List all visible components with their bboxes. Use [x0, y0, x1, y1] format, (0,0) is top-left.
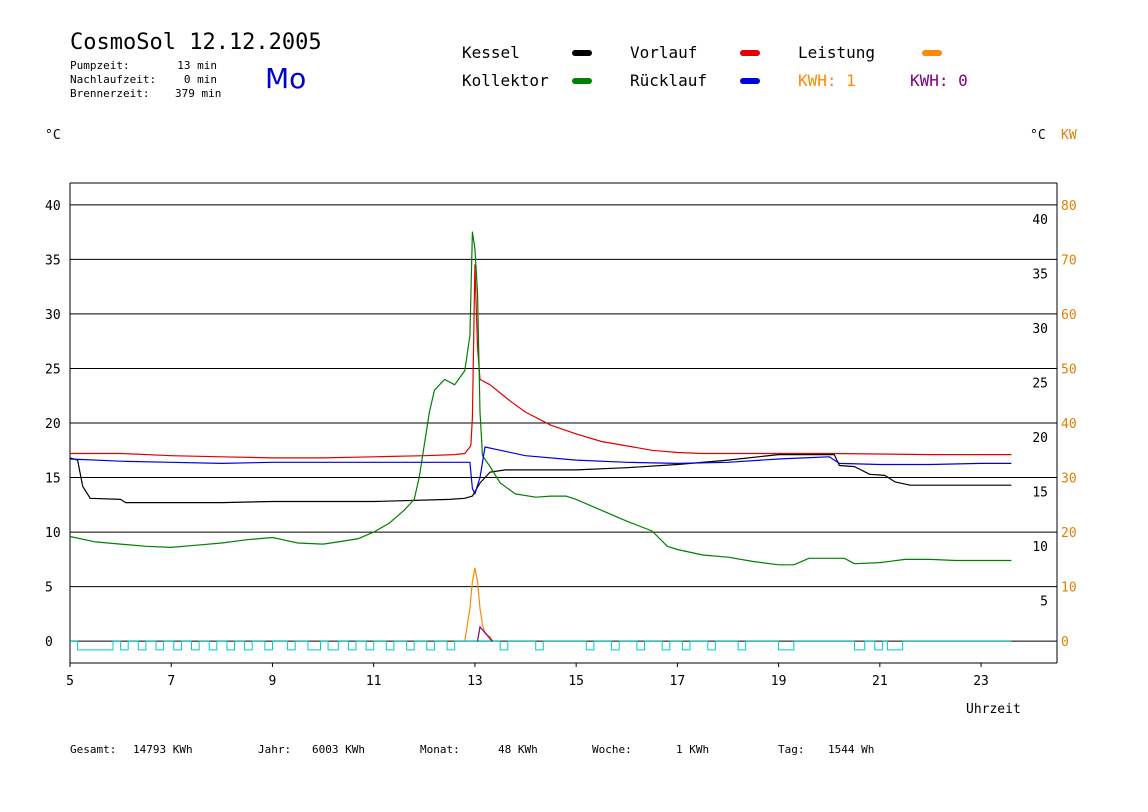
x-tick-label: 21 — [872, 674, 888, 689]
footer-gesamt: Gesamt: 14793 KWh — [70, 743, 193, 756]
series-line-leistung — [464, 567, 494, 642]
y-tick-label-left: 35 — [45, 253, 61, 268]
y-tick-label-right-kw: 20 — [1061, 526, 1077, 541]
legend-label-leistung: Leistung — [798, 43, 876, 62]
y-tick-label-right-kw: 70 — [1061, 253, 1077, 268]
y-tick-label-left: 0 — [45, 635, 53, 650]
x-tick-label: 19 — [771, 674, 787, 689]
footer-tag: Tag: 1544 Wh — [778, 743, 875, 756]
legend-kwh-leistung: KWH: 1 — [798, 71, 856, 90]
legend-label-kessel: Kessel — [462, 43, 520, 62]
info-nachlaufzeit: Nachlaufzeit: 0 min — [70, 73, 217, 86]
y-tick-label-right-c: 25 — [1032, 376, 1048, 391]
y-tick-label-right-c: 10 — [1032, 540, 1048, 555]
x-tick-label: 9 — [269, 674, 277, 689]
footer-woche: Woche: 1 KWh — [592, 743, 710, 756]
legend-label-ruecklauf: Rücklauf — [630, 71, 708, 90]
y-tick-label-right-c: 15 — [1032, 486, 1048, 501]
x-axis-label: Uhrzeit — [966, 702, 1021, 717]
series-line-kessel — [69, 454, 1012, 504]
info-pumpzeit: Pumpzeit: 13 min — [70, 59, 217, 72]
weekday-label: Mo — [265, 62, 307, 95]
y-tick-label-right-kw: 40 — [1061, 417, 1077, 432]
y-tick-label-right-kw: 0 — [1061, 635, 1069, 650]
y-tick-label-right-c: 40 — [1032, 213, 1048, 228]
x-tick-label: 5 — [66, 674, 74, 689]
y-tick-label-right-kw: 80 — [1061, 199, 1077, 214]
x-tick-label: 23 — [973, 674, 989, 689]
x-tick-label: 17 — [670, 674, 686, 689]
right-axis-unit-c: °C — [1030, 128, 1046, 143]
y-tick-label-right-kw: 60 — [1061, 308, 1077, 323]
legend-swatch-leistung — [922, 50, 942, 56]
series-line-vorlauf — [70, 264, 1012, 459]
y-tick-label-right-c: 20 — [1032, 431, 1048, 446]
left-axis-unit: °C — [45, 128, 61, 143]
legend-label-vorlauf: Vorlauf — [630, 43, 698, 62]
y-tick-label-right-kw: 50 — [1061, 362, 1077, 377]
x-tick-label: 7 — [167, 674, 175, 689]
legend-swatch-vorlauf — [740, 50, 760, 56]
y-tick-label-left: 30 — [45, 308, 61, 323]
series-line-rcklauf — [69, 446, 1012, 495]
y-tick-label-right-c: 30 — [1032, 322, 1048, 337]
legend-swatch-ruecklauf — [740, 78, 760, 84]
y-tick-label-left: 5 — [45, 581, 53, 596]
y-tick-label-right-c: 35 — [1032, 267, 1048, 282]
y-tick-label-right-kw: 10 — [1061, 581, 1077, 596]
right-axis-unit-kw: KW — [1061, 128, 1077, 143]
y-tick-label-left: 10 — [45, 526, 61, 541]
pump-state-trace — [70, 640, 1012, 651]
legend-swatch-kollektor — [572, 78, 592, 84]
y-tick-label-right-c: 5 — [1040, 595, 1048, 610]
footer-jahr: Jahr: 6003 KWh — [258, 743, 365, 756]
footer-monat: Monat: 48 KWh — [420, 743, 538, 756]
y-tick-label-left: 15 — [45, 472, 61, 487]
info-brennerzeit: Brennerzeit: 379 min — [70, 87, 222, 100]
legend-kwh-second: KWH: 0 — [910, 71, 968, 90]
chart-title: CosmoSol 12.12.2005 — [70, 30, 322, 55]
y-tick-label-left: 20 — [45, 417, 61, 432]
legend-label-kollektor: Kollektor — [462, 71, 549, 90]
purple-trace — [476, 625, 493, 642]
y-tick-label-left: 40 — [45, 199, 61, 214]
y-tick-label-left: 25 — [45, 362, 61, 377]
x-tick-label: 11 — [366, 674, 382, 689]
x-tick-label: 13 — [467, 674, 483, 689]
series-line-kollektor — [69, 231, 1012, 566]
x-tick-label: 15 — [568, 674, 584, 689]
legend-swatch-kessel — [572, 50, 592, 56]
y-tick-label-right-kw: 30 — [1061, 472, 1077, 487]
